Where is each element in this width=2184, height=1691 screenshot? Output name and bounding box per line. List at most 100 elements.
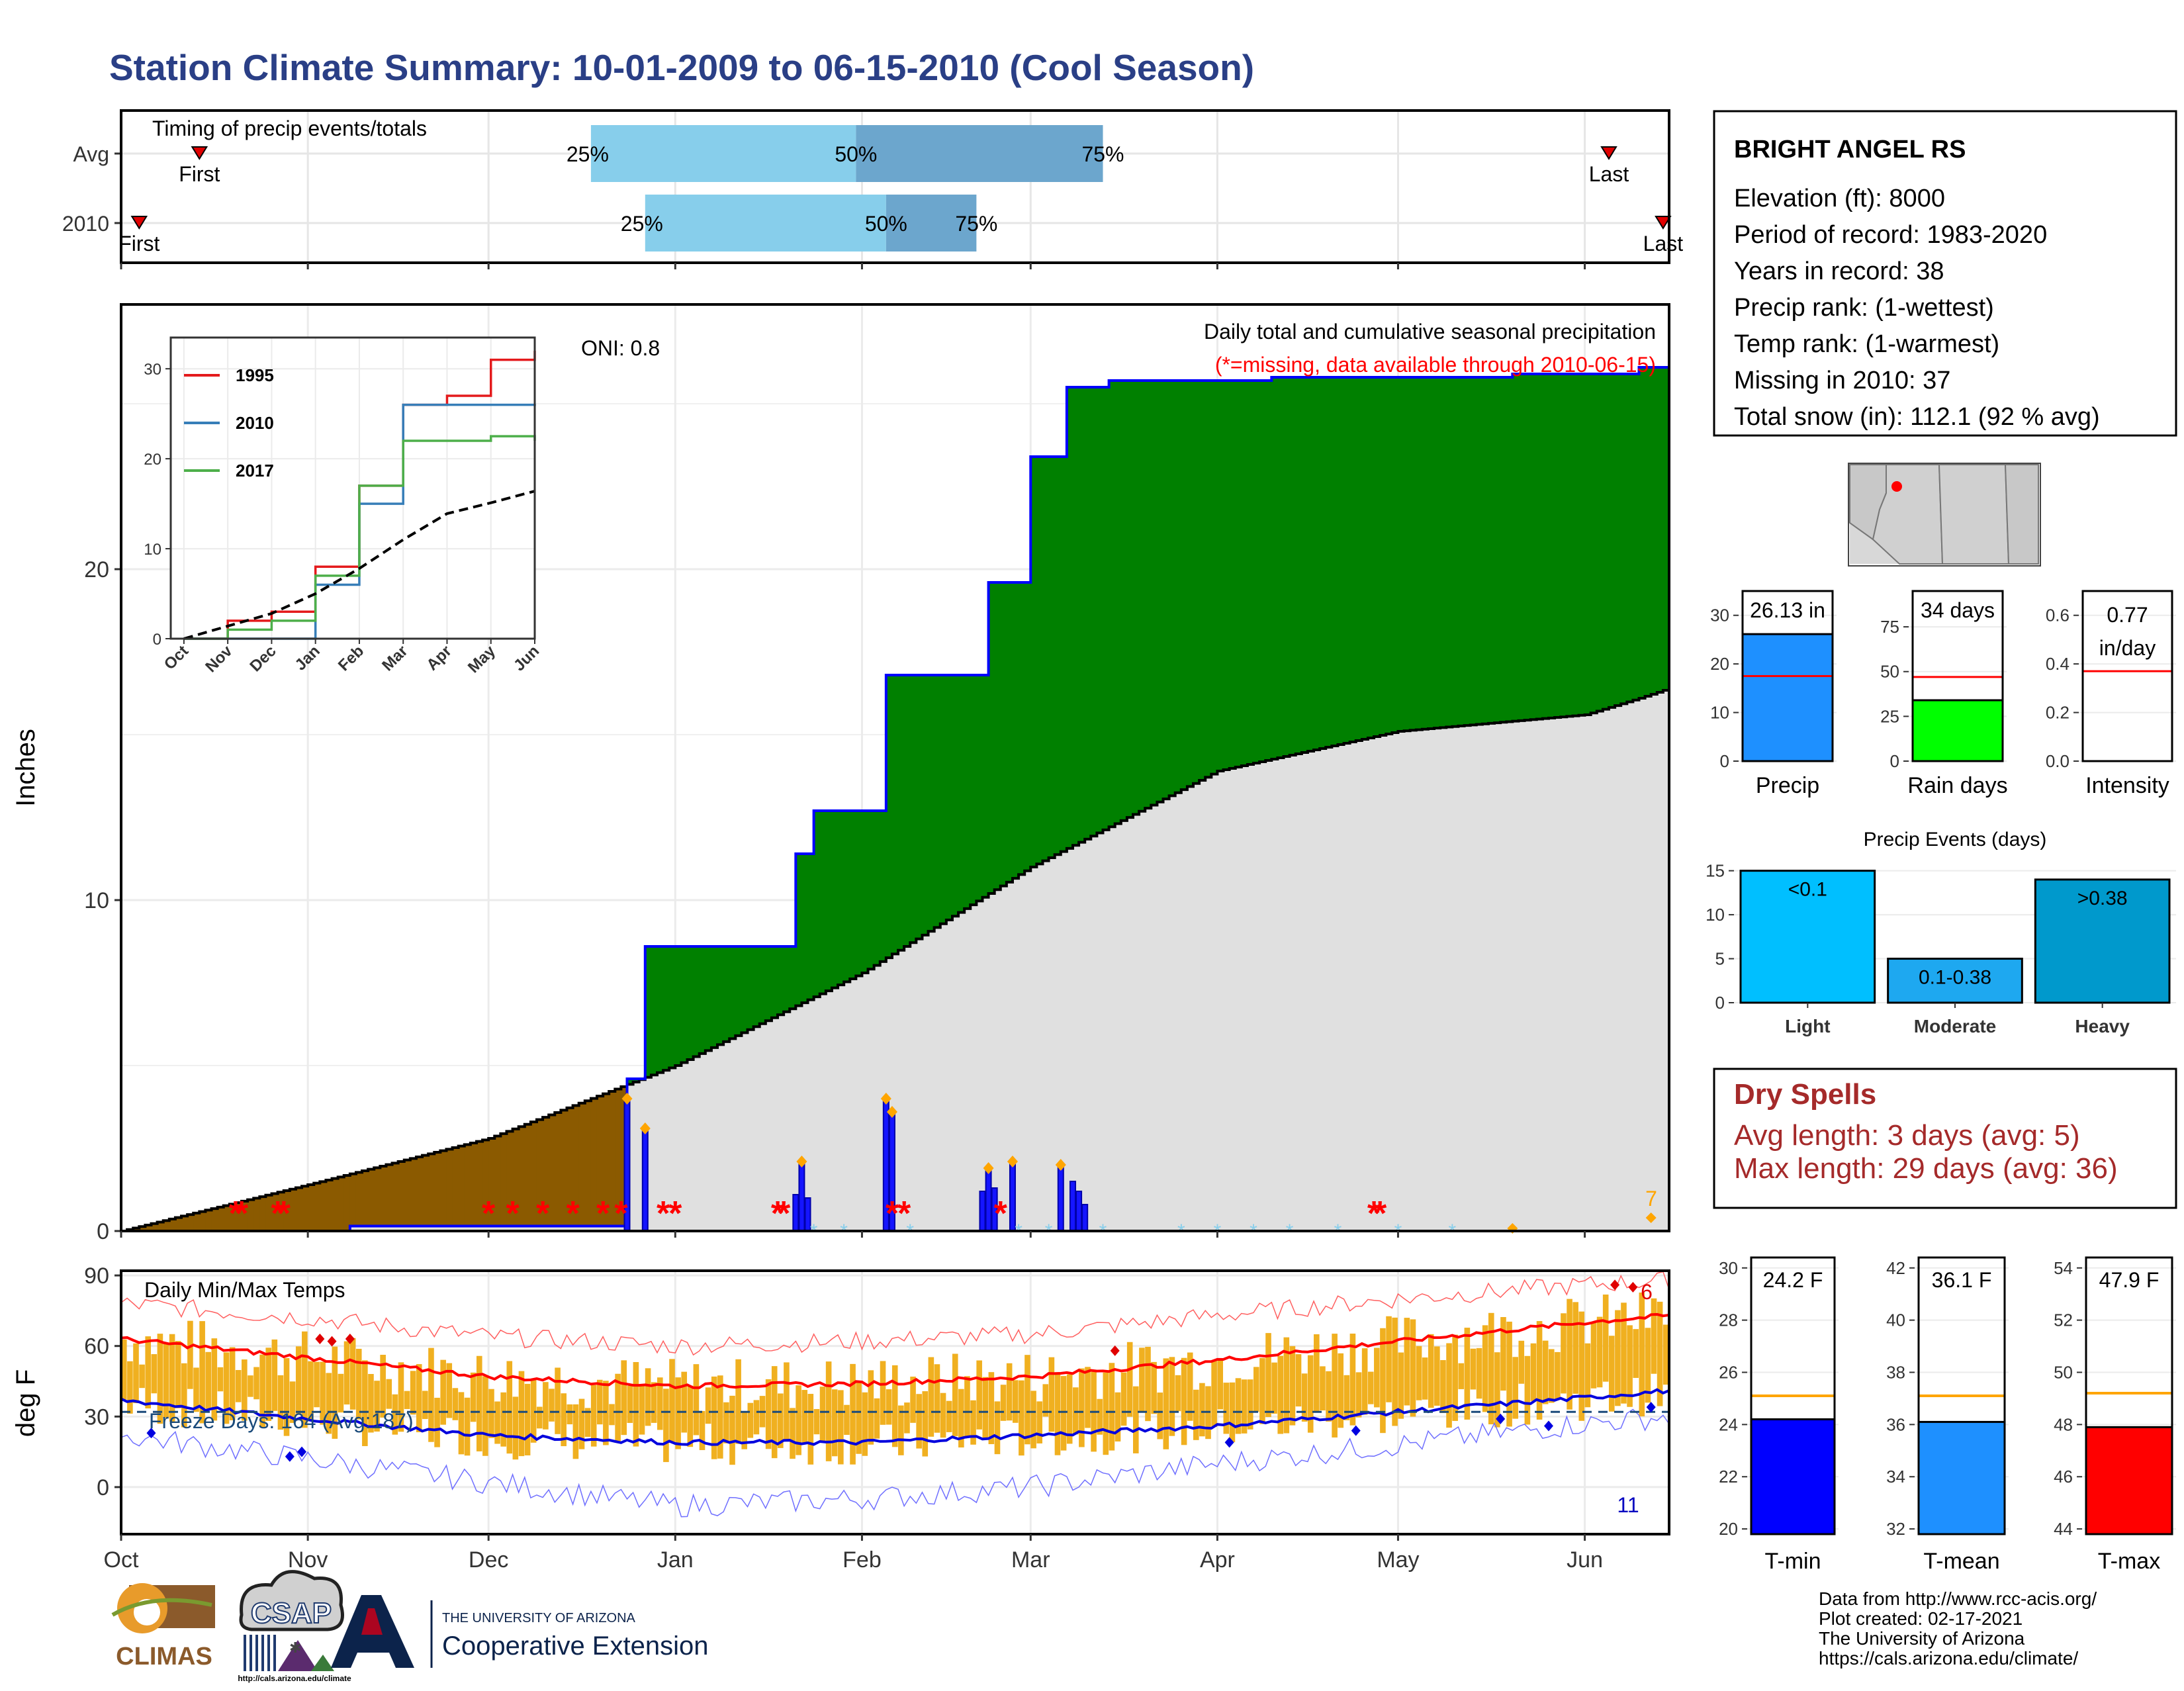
station-info-box: BRIGHT ANGEL RS Elevation (ft): 8000 Perio… bbox=[1713, 110, 2177, 437]
precip-surplus-area bbox=[1561, 374, 1567, 717]
summary-bar-label-bg bbox=[1752, 594, 1823, 623]
temp-daily-bar bbox=[1361, 1348, 1368, 1415]
missing-marker: * bbox=[566, 1195, 580, 1233]
timing-row-label: 2010 bbox=[62, 212, 109, 236]
temp-daily-bar bbox=[1211, 1361, 1217, 1428]
precip-deficit-area bbox=[157, 1222, 164, 1231]
ua-logo: THE UNIVERSITY OF ARIZONA Cooperative Ext… bbox=[331, 1595, 708, 1668]
temp-daily-bar bbox=[332, 1346, 338, 1439]
temp-daily-bar bbox=[561, 1393, 567, 1447]
temp-daily-bar bbox=[856, 1381, 862, 1454]
precip-deficit-area bbox=[476, 1141, 483, 1226]
precip-deficit-area bbox=[368, 1169, 375, 1226]
timing-panel-border bbox=[120, 109, 1670, 264]
temp-daily-bar bbox=[416, 1364, 422, 1432]
missing-marker: * bbox=[771, 1195, 785, 1233]
temp-daily-bar bbox=[778, 1393, 784, 1448]
temp-daily-bar bbox=[1054, 1372, 1061, 1455]
station-info-line: Temp rank: (1-warmest) bbox=[1734, 330, 1999, 358]
temp-daily-bar bbox=[1301, 1373, 1308, 1422]
temp-bar-category-label: T-mean bbox=[1923, 1549, 1999, 1574]
precip-surplus-area bbox=[1295, 377, 1302, 754]
summary-bar-tick-label: 30 bbox=[1710, 606, 1729, 625]
footer-line: Plot created: 02-17-2021 bbox=[1819, 1608, 2023, 1629]
temp-daily-bar bbox=[1398, 1352, 1404, 1419]
temp-record-low-marker bbox=[285, 1451, 295, 1462]
summary-bar-value-label: 34 days bbox=[1921, 598, 1995, 622]
temp-bar-tick-label: 48 bbox=[2054, 1414, 2073, 1434]
temp-bar-tick-label: 38 bbox=[1886, 1363, 1905, 1383]
precip-surplus-area bbox=[1265, 381, 1272, 760]
temp-daily-bar bbox=[1470, 1348, 1477, 1390]
climas-logo-text: CLIMAS bbox=[116, 1643, 212, 1670]
temp-daily-bar bbox=[500, 1392, 506, 1447]
precip-deficit-area bbox=[187, 1214, 194, 1231]
temp-daily-bar bbox=[1006, 1363, 1013, 1421]
temp-record-high-marker bbox=[1110, 1345, 1120, 1356]
precip-deficit-area bbox=[398, 1162, 405, 1226]
summary-bar-intensity: 0.77 in/day 0.0 0.2 0.4 0.6 Intensity bbox=[2046, 590, 2176, 798]
temp-daily-bar bbox=[205, 1351, 212, 1409]
precip-surplus-area bbox=[1181, 381, 1188, 790]
temp-daily-bar bbox=[1349, 1334, 1356, 1426]
temp-daily-bar bbox=[145, 1336, 152, 1409]
precip-deficit-area bbox=[295, 1187, 302, 1231]
precip-deficit-area bbox=[145, 1224, 152, 1231]
precip-deficit-area bbox=[217, 1207, 224, 1231]
temp-daily-bar bbox=[1662, 1324, 1669, 1385]
temp-daily-bar bbox=[1602, 1294, 1609, 1382]
timing-first-marker bbox=[130, 216, 148, 230]
precip-surplus-area bbox=[1229, 381, 1236, 768]
temp-daily-bar bbox=[549, 1389, 555, 1422]
dry-spells-line: Max length: 29 days (avg: 36) bbox=[1734, 1152, 2118, 1185]
precip-surplus-area bbox=[693, 946, 700, 1057]
precip-surplus-area bbox=[838, 811, 844, 985]
inset-series-line bbox=[183, 490, 535, 640]
precip-surplus-area bbox=[1355, 377, 1363, 741]
temp-daily-bar bbox=[1019, 1380, 1024, 1456]
temp-bar-tick-label: 30 bbox=[1719, 1258, 1738, 1278]
temp-daily-bar bbox=[452, 1388, 459, 1420]
precip-surplus-area bbox=[741, 946, 749, 1033]
csap-logo-star: ✱ bbox=[289, 1639, 301, 1656]
precip-surplus-area bbox=[1097, 387, 1104, 833]
temp-daily-bar bbox=[1446, 1343, 1452, 1428]
temp-daily-bar bbox=[1530, 1343, 1537, 1402]
temp-daily-bar bbox=[283, 1358, 290, 1436]
precip-deficit-area bbox=[603, 1093, 610, 1226]
temp-daily-bar bbox=[223, 1352, 230, 1424]
temp-bar-tick-label: 40 bbox=[1886, 1310, 1905, 1330]
missing-marker: * bbox=[235, 1195, 249, 1233]
precip-events-bar-label: <0.1 bbox=[1788, 879, 1827, 901]
temp-daily-bar bbox=[675, 1377, 681, 1449]
summary-bar-tick-label: 25 bbox=[1880, 706, 1899, 726]
freeze-days-label: Freeze Days: 164 (Avg:187) bbox=[149, 1409, 414, 1433]
precip-surplus-area bbox=[928, 675, 935, 932]
station-info-line: Missing in 2010: 37 bbox=[1734, 367, 1950, 394]
precip-surplus-area bbox=[771, 946, 778, 1018]
precip-surplus-area bbox=[735, 946, 743, 1036]
inset-border bbox=[169, 336, 536, 640]
precip-surplus-area bbox=[1343, 377, 1351, 743]
temp-daily-bar bbox=[584, 1408, 591, 1438]
precip-surplus-area bbox=[940, 675, 947, 924]
precip-deficit-area bbox=[308, 1185, 314, 1231]
precip-deficit-area bbox=[163, 1220, 170, 1231]
month-axis-label: Jun bbox=[1567, 1547, 1603, 1573]
precip-deficit-area bbox=[362, 1171, 369, 1226]
precip-surplus-area bbox=[982, 675, 989, 897]
precip-surplus-area bbox=[1518, 374, 1525, 721]
precip-surplus-area bbox=[1247, 381, 1254, 764]
temp-y-tick-label: 60 bbox=[84, 1334, 109, 1359]
precip-surplus-area bbox=[874, 811, 881, 966]
temp-y-tick-label: 0 bbox=[97, 1475, 109, 1500]
temp-daily-bar bbox=[1181, 1357, 1187, 1445]
temp-daily-bar bbox=[1578, 1311, 1585, 1421]
temp-daily-bar bbox=[1097, 1398, 1103, 1435]
temp-daily-bar bbox=[1434, 1346, 1440, 1406]
summary-bar-rain-days: 34 days 0 25 50 75 Rain days bbox=[1880, 590, 2008, 798]
precip-surplus-area bbox=[729, 946, 736, 1039]
temp-daily-bar bbox=[868, 1370, 874, 1445]
precip-events-tick-label: 0 bbox=[1715, 993, 1725, 1013]
missing-marker: * bbox=[657, 1195, 670, 1233]
